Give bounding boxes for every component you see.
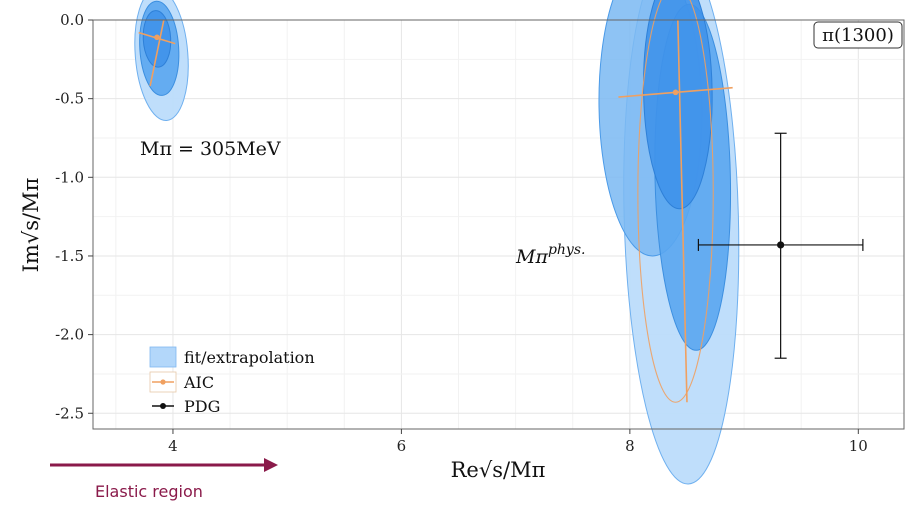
y-tick-label: -1.5 bbox=[55, 247, 84, 265]
elastic-region-label: Elastic region bbox=[95, 482, 203, 501]
y-tick-label: 0.0 bbox=[60, 11, 84, 29]
y-tick-label: -2.5 bbox=[55, 404, 84, 422]
aic-yerr bbox=[677, 19, 688, 403]
y-tick-label: -0.5 bbox=[55, 90, 84, 108]
aic-yerr bbox=[149, 19, 165, 87]
elastic-region-arrow-head bbox=[264, 458, 278, 472]
y-axis-title: Im√s/Mπ bbox=[19, 177, 43, 272]
pdg-point bbox=[777, 241, 785, 249]
legend-aic-marker bbox=[160, 379, 166, 385]
plot-frame bbox=[92, 19, 905, 430]
aic-point bbox=[672, 89, 679, 96]
legend-fit-swatch bbox=[149, 346, 177, 368]
phys-annotation-sup: phys. bbox=[548, 242, 586, 258]
aic-point bbox=[154, 34, 160, 41]
x-axis-title: Re√s/Mπ bbox=[451, 458, 546, 482]
y-axis-ticks: 0.0 -0.5 -1.0 -1.5 -2.0 -2.5 bbox=[55, 11, 93, 422]
badge-label: π(1300) bbox=[822, 25, 894, 46]
legend-pdg-marker bbox=[160, 403, 166, 409]
plot-background bbox=[93, 20, 904, 429]
legend-fit-label: fit/extrapolation bbox=[184, 348, 315, 367]
badge-box bbox=[813, 21, 903, 49]
elastic-region: Elastic region bbox=[50, 458, 278, 501]
y-tick-label: -1.0 bbox=[55, 168, 84, 186]
phys-annotation: Mπphys. bbox=[515, 242, 585, 268]
pdg-series bbox=[697, 132, 864, 359]
legend: fit/extrapolation AIC PDG bbox=[149, 346, 315, 416]
phys-annotation-base: Mπ bbox=[515, 246, 548, 268]
x-tick-label: 6 bbox=[397, 437, 407, 455]
x-tick-label: 4 bbox=[168, 437, 178, 455]
x-tick-label: 10 bbox=[849, 437, 868, 455]
legend-aic-label: AIC bbox=[183, 373, 214, 392]
x-tick-label: 8 bbox=[625, 437, 635, 455]
y-tick-label: -2.0 bbox=[55, 326, 84, 344]
aic-contour bbox=[637, 0, 714, 403]
mpi-annotation: Mπ = 305MeV bbox=[140, 138, 281, 160]
aic-series bbox=[138, 0, 733, 403]
x-axis-ticks: 4 6 8 10 bbox=[168, 429, 868, 455]
grid-layer bbox=[93, 19, 904, 429]
legend-pdg-label: PDG bbox=[184, 397, 220, 416]
